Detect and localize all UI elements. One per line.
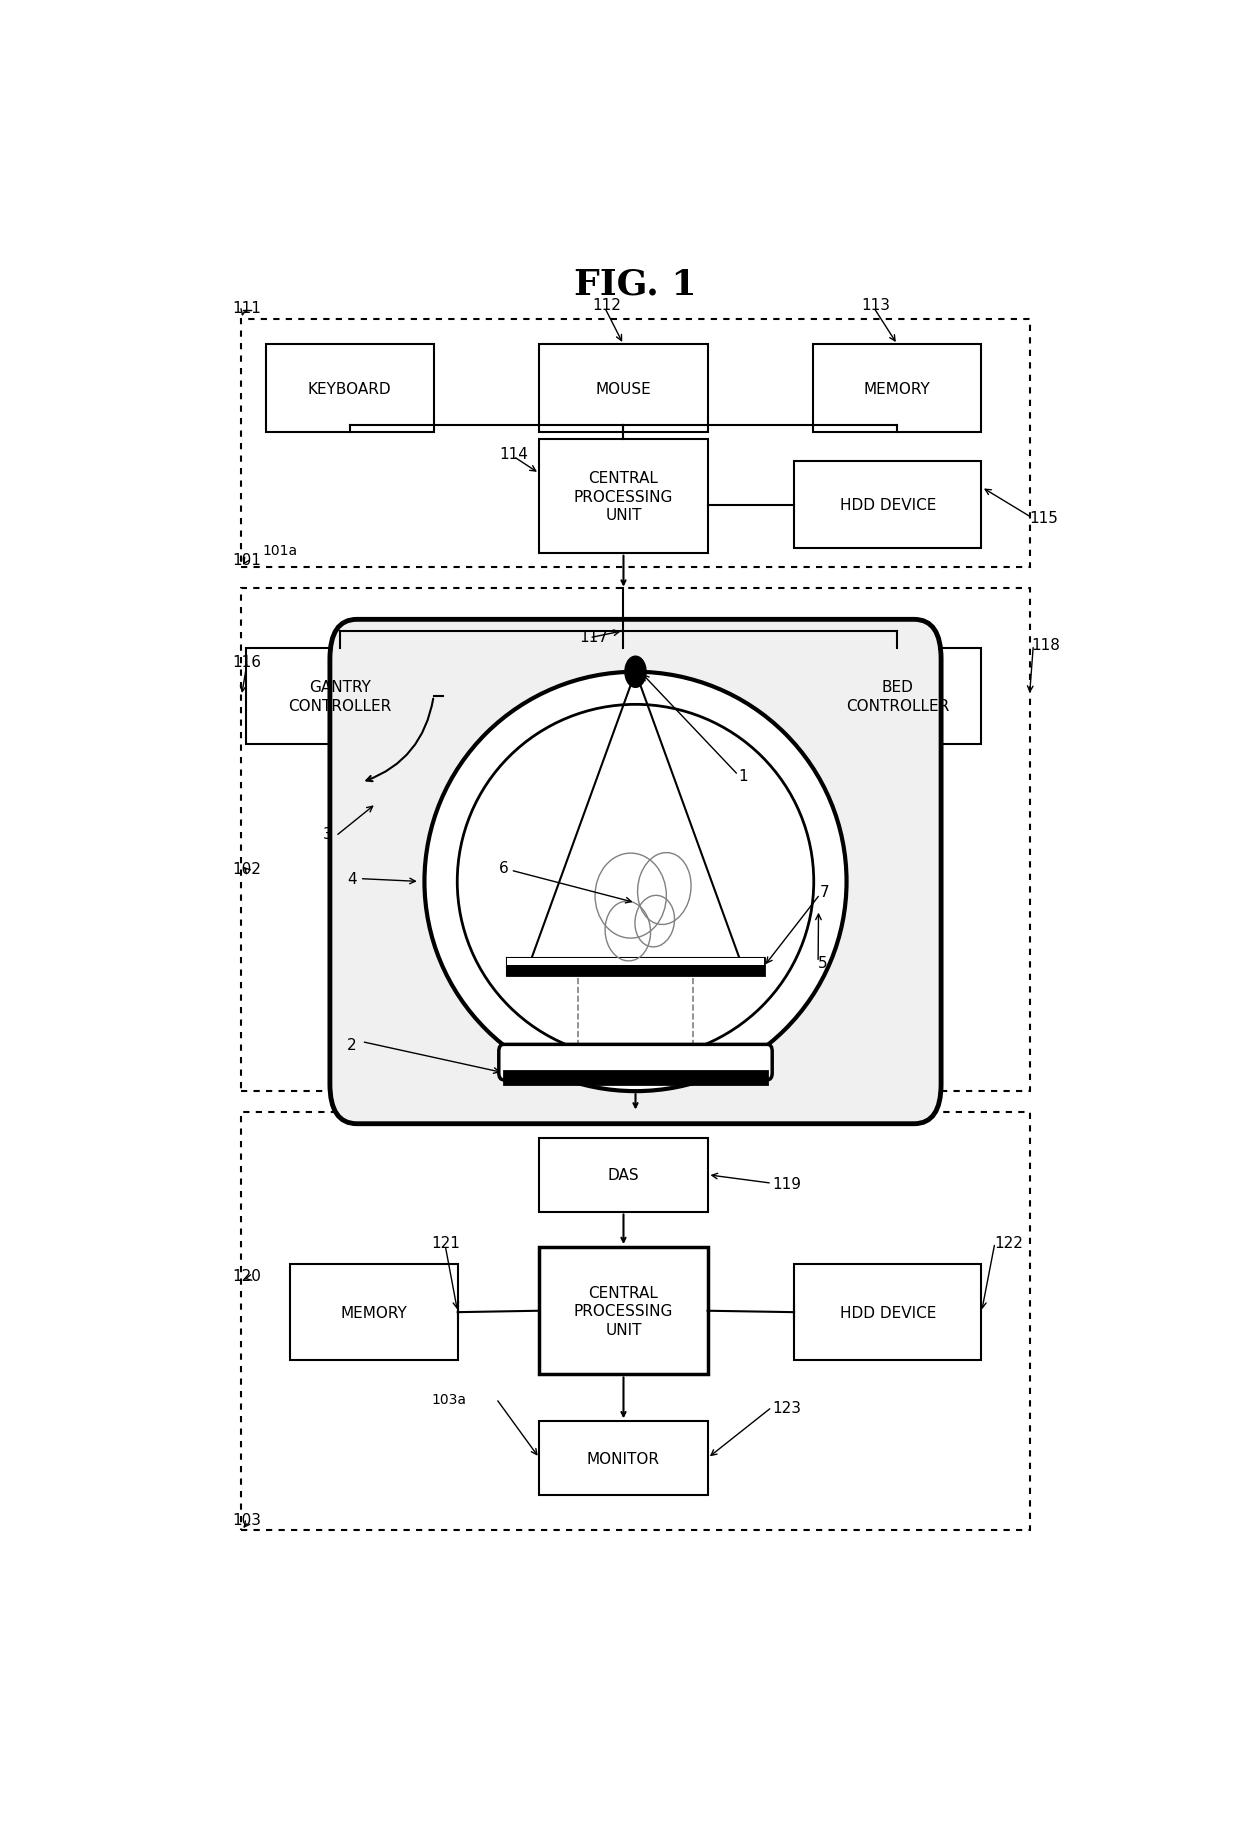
Text: 118: 118 xyxy=(1032,638,1060,653)
Text: FIG. 1: FIG. 1 xyxy=(574,267,697,302)
Text: MEMORY: MEMORY xyxy=(340,1306,407,1320)
Text: 102: 102 xyxy=(232,862,260,877)
Text: 116: 116 xyxy=(232,655,260,669)
Bar xyxy=(247,649,434,745)
Text: MONITOR: MONITOR xyxy=(587,1451,660,1466)
Bar xyxy=(813,346,982,432)
Bar xyxy=(539,440,708,554)
Bar xyxy=(242,1113,1029,1530)
Text: 101: 101 xyxy=(232,554,260,568)
Bar xyxy=(507,958,764,975)
Bar xyxy=(539,1247,708,1376)
Text: 103a: 103a xyxy=(432,1392,466,1405)
Circle shape xyxy=(625,657,646,688)
Text: 101a: 101a xyxy=(263,544,298,557)
Text: 1: 1 xyxy=(738,769,748,783)
Text: CENTRAL
PROCESSING
UNIT: CENTRAL PROCESSING UNIT xyxy=(574,1285,673,1337)
Text: 4: 4 xyxy=(347,872,357,886)
Text: 120: 120 xyxy=(232,1269,260,1284)
Text: 119: 119 xyxy=(773,1177,801,1192)
Text: 7: 7 xyxy=(820,885,830,899)
Bar xyxy=(794,1263,982,1361)
Bar xyxy=(265,346,434,432)
Text: MOUSE: MOUSE xyxy=(595,383,651,397)
Text: MEMORY: MEMORY xyxy=(864,383,931,397)
Text: 121: 121 xyxy=(432,1236,460,1251)
Text: CENTRAL
PROCESSING
UNIT: CENTRAL PROCESSING UNIT xyxy=(574,471,673,522)
Text: 123: 123 xyxy=(773,1399,801,1414)
Text: GANTRY
CONTROLLER: GANTRY CONTROLLER xyxy=(289,680,392,714)
Bar xyxy=(290,1263,458,1361)
Ellipse shape xyxy=(424,673,847,1092)
Bar xyxy=(539,1138,708,1212)
Bar xyxy=(813,649,982,745)
Text: 5: 5 xyxy=(818,954,828,971)
Text: HDD DEVICE: HDD DEVICE xyxy=(839,1306,936,1320)
Text: 122: 122 xyxy=(994,1236,1023,1251)
Text: DAS: DAS xyxy=(608,1168,640,1182)
Bar xyxy=(539,1422,708,1495)
Text: 103: 103 xyxy=(232,1512,260,1526)
Text: 114: 114 xyxy=(498,447,528,462)
Bar xyxy=(507,958,764,965)
Text: 2: 2 xyxy=(347,1037,357,1052)
FancyBboxPatch shape xyxy=(330,620,941,1124)
Bar xyxy=(242,588,1029,1092)
Text: 112: 112 xyxy=(593,298,621,313)
Text: 6: 6 xyxy=(498,861,508,875)
Text: BED
CONTROLLER: BED CONTROLLER xyxy=(846,680,949,714)
Text: 117: 117 xyxy=(580,629,609,644)
Text: 111: 111 xyxy=(232,302,260,316)
Text: 3: 3 xyxy=(324,826,332,840)
Bar xyxy=(539,649,708,745)
Text: 115: 115 xyxy=(1029,511,1059,526)
Text: X-RAY
CONTROLLER: X-RAY CONTROLLER xyxy=(572,680,675,714)
Bar xyxy=(503,1072,768,1085)
Text: KEYBOARD: KEYBOARD xyxy=(308,383,392,397)
Bar xyxy=(539,346,708,432)
Text: 113: 113 xyxy=(862,298,890,313)
Bar xyxy=(242,320,1029,568)
Text: HDD DEVICE: HDD DEVICE xyxy=(839,498,936,513)
Bar xyxy=(794,462,982,550)
FancyBboxPatch shape xyxy=(498,1045,773,1079)
